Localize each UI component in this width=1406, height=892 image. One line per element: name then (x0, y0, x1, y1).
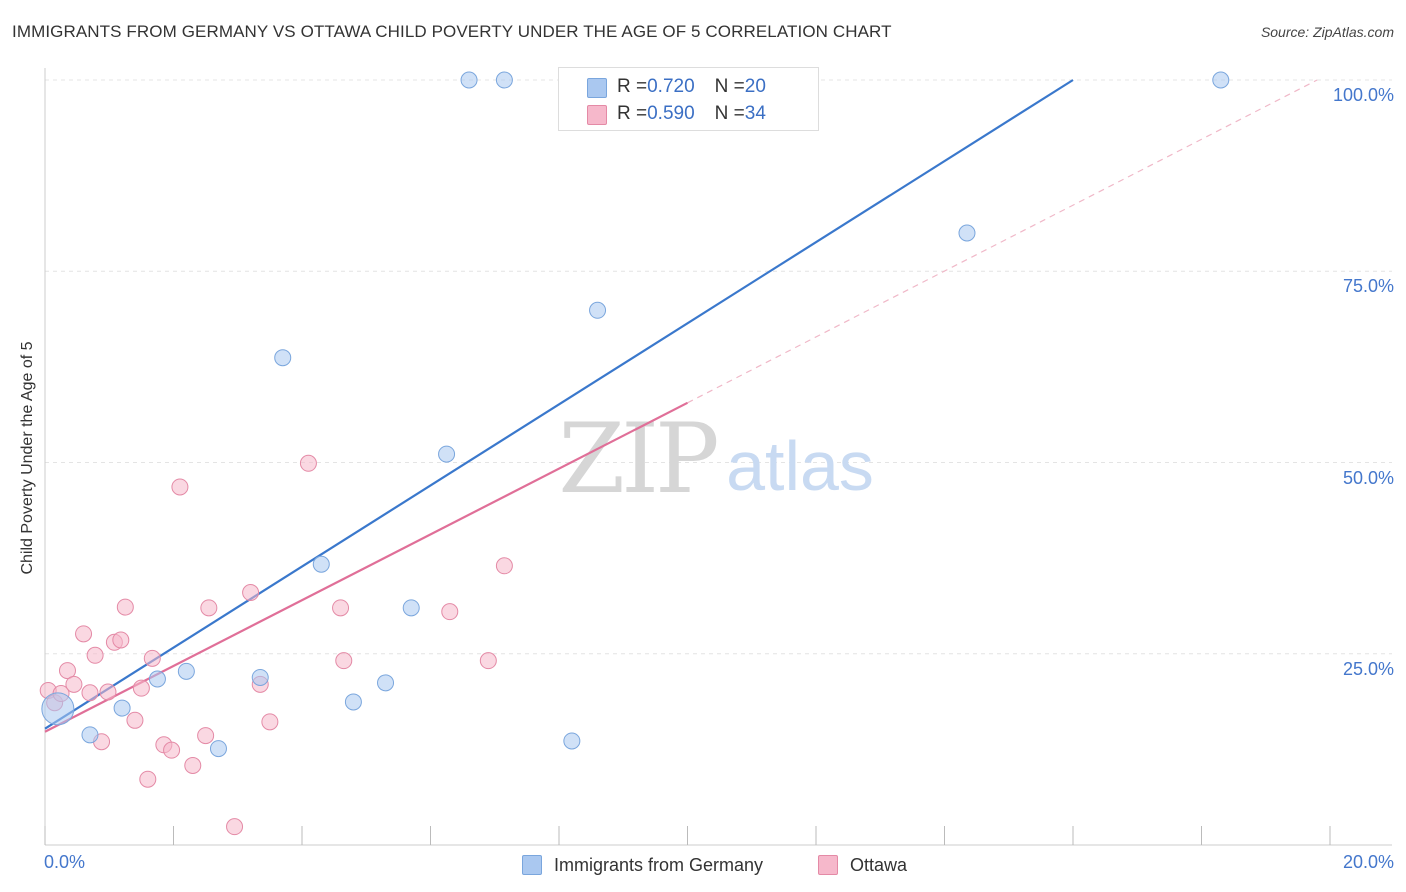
legend-r-label: R = (617, 76, 648, 97)
data-point-ottawa (242, 584, 260, 602)
series-label-germany: Immigrants from Germany (554, 854, 764, 875)
chart-title: IMMIGRANTS FROM GERMANY VS OTTAWA CHILD … (12, 22, 892, 41)
trend-lines (44, 79, 1318, 733)
data-point-germany (344, 693, 362, 711)
data-point-ottawa (99, 683, 117, 701)
data-point-ottawa (143, 649, 161, 667)
x-tick-min: 0.0% (44, 852, 86, 872)
data-point-germany (113, 699, 131, 717)
trend-line-ottawa-extension (687, 79, 1318, 404)
data-point-ottawa (81, 684, 99, 702)
legend-row-ottawa: R = 0.590 N = 34 (617, 101, 766, 127)
data-point-ottawa (299, 454, 317, 472)
data-point-germany (402, 599, 420, 617)
data-point-germany (438, 445, 456, 463)
y-tick-label: 50.0% (1342, 467, 1394, 488)
data-point-ottawa (171, 478, 189, 496)
legend-row-germany: R = 0.720 N = 20 (617, 74, 766, 100)
legend-r-value: 0.720 (647, 76, 695, 97)
series-swatch-ottawa (818, 855, 838, 875)
data-point-ottawa (335, 652, 353, 670)
legend-r-label: R = (617, 103, 648, 124)
watermark: ZIP atlas (558, 403, 874, 515)
data-point-germany (460, 71, 478, 89)
legend-n-value: 20 (744, 76, 766, 97)
data-point-ottawa (479, 652, 497, 670)
data-point-ottawa (139, 770, 157, 788)
data-point-germany (563, 732, 581, 750)
data-point-ottawa (332, 599, 350, 617)
watermark-atlas: atlas (726, 427, 874, 505)
data-point-germany (495, 71, 513, 89)
watermark-zip: ZIP (558, 403, 717, 515)
data-point-ottawa (86, 646, 104, 664)
source-label: Source: ZipAtlas.com (1260, 24, 1394, 40)
data-point-germany (274, 349, 292, 367)
series-swatch-germany (522, 855, 542, 875)
data-point-ottawa (226, 818, 244, 836)
data-point-ottawa (126, 711, 144, 729)
data-point-germany (958, 224, 976, 242)
data-point-ottawa (132, 679, 150, 697)
legend-n-label: N = (714, 103, 745, 124)
data-point-ottawa (495, 557, 513, 575)
legend-r-value: 0.590 (647, 103, 695, 124)
y-tick-label: 75.0% (1342, 276, 1394, 297)
data-point-ottawa (261, 713, 279, 731)
series-label-ottawa: Ottawa (850, 854, 908, 875)
x-tick-max: 20.0% (1342, 852, 1394, 872)
data-point-ottawa (441, 603, 459, 621)
data-point-ottawa (65, 675, 83, 693)
data-point-ottawa (197, 727, 215, 745)
y-tick-label: 25.0% (1342, 658, 1394, 679)
series-legend-germany: Immigrants from Germany (522, 852, 763, 878)
data-point-germany (148, 670, 166, 688)
data-point-ottawa (58, 662, 76, 680)
data-point-germany (209, 740, 227, 758)
data-point-germany (312, 555, 330, 573)
data-point-germany (589, 301, 607, 319)
data-point-ottawa (75, 625, 93, 643)
series-legend-ottawa: Ottawa (818, 852, 907, 878)
legend-n-value: 34 (744, 103, 766, 124)
data-point-germany (251, 668, 269, 686)
grid-layer (45, 79, 1392, 655)
data-point-germany (377, 674, 395, 692)
legend-n-label: N = (714, 76, 745, 97)
data-point-germany (41, 692, 75, 726)
data-point-ottawa (112, 631, 130, 649)
y-tick-label: 100.0% (1332, 85, 1394, 105)
legend-swatch-germany (587, 78, 607, 98)
data-point-ottawa (116, 598, 134, 616)
data-point-ottawa (163, 741, 181, 759)
correlation-legend: R = 0.720 N = 20 R = 0.590 N = 34 (558, 67, 819, 131)
axis-layer (44, 68, 1392, 846)
trend-line-germany (44, 79, 1074, 730)
data-point-germany (81, 726, 99, 744)
legend-swatch-ottawa (587, 105, 607, 125)
data-point-germany (1212, 71, 1230, 89)
data-point-ottawa (184, 756, 202, 774)
data-point-germany (177, 662, 195, 680)
data-point-ottawa (200, 599, 218, 617)
